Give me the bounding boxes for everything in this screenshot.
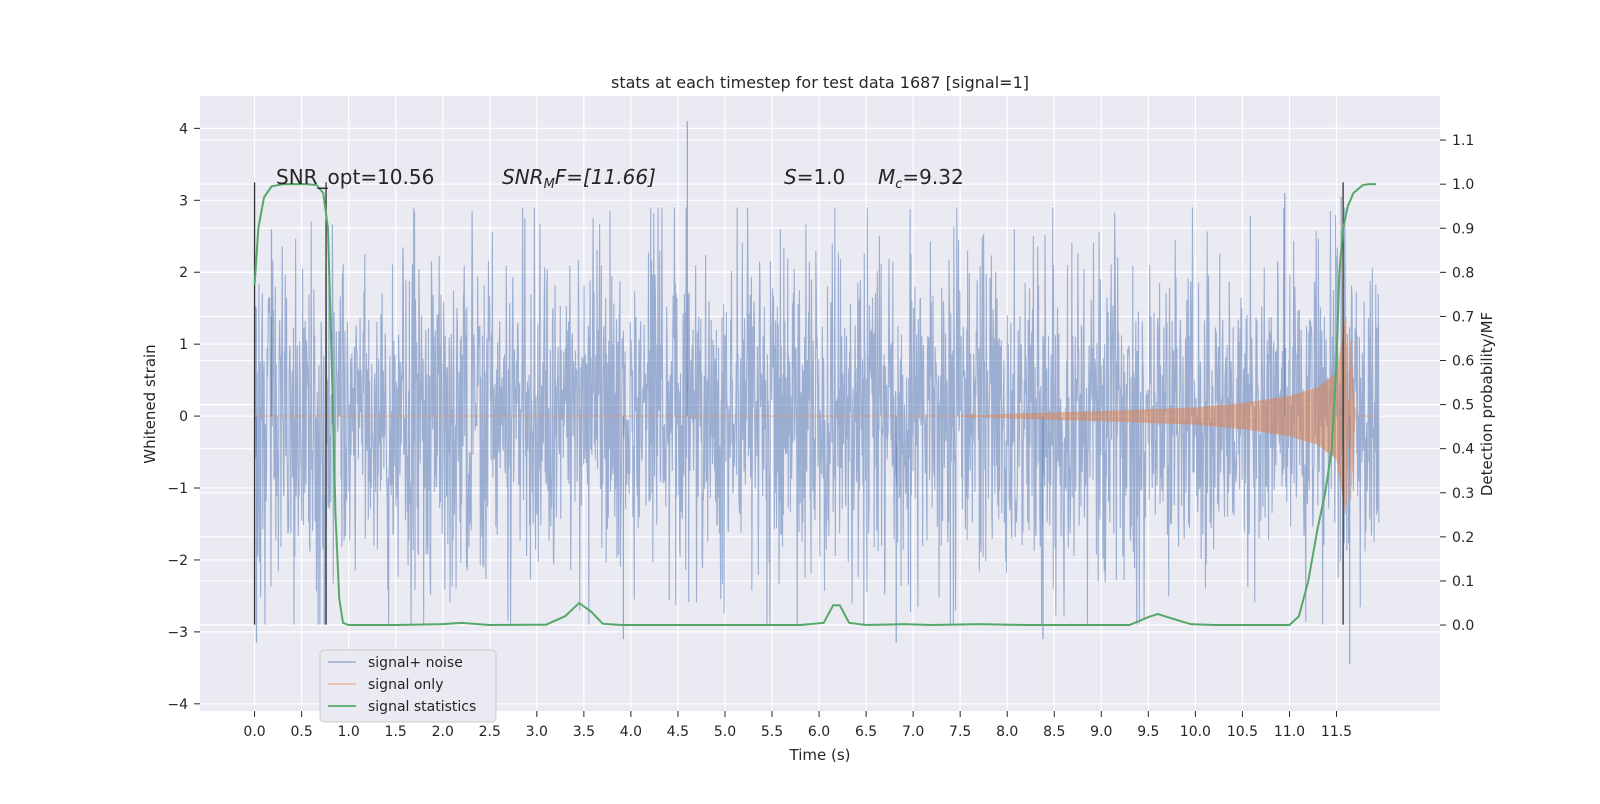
x-tick-label: 8.5 <box>1043 724 1065 740</box>
x-tick-label: 0.0 <box>243 724 265 740</box>
y-axis-left-title: Whitened strain <box>141 344 159 463</box>
axis-ticks: 0.0 0.5 1.0 1.5 2.0 2.5 3.0 3.5 4.0 4.5 5.0 5.5 6.0 6… <box>167 121 1474 740</box>
signal-statistics-series <box>253 183 1377 627</box>
y-left-tick-label: 1 <box>179 337 188 353</box>
y-right-tick-label: 0.1 <box>1452 574 1474 590</box>
statistics-line <box>253 183 1377 627</box>
chart-title: stats at each timestep for test data 168… <box>611 73 1029 92</box>
x-tick-label: 1.5 <box>385 724 407 740</box>
y-axis-right-title: Detection probability/MF <box>1478 312 1496 496</box>
x-tick-label: 9.0 <box>1090 724 1112 740</box>
y-left-tick-label: 3 <box>179 193 188 209</box>
y-right-tick-label: 0.5 <box>1452 398 1474 414</box>
annotation-s: S=1.0 <box>784 165 845 189</box>
annotation-snr-mf: SNRMF=[11.66] <box>502 165 656 192</box>
x-tick-label: 10.5 <box>1227 724 1258 740</box>
x-tick-label: 2.0 <box>432 724 454 740</box>
annotation-s-main: S <box>784 165 797 189</box>
y-left-tick-label: 4 <box>179 121 188 137</box>
annotation-mc-tail: =9.32 <box>902 165 963 189</box>
legend: signal+ noise signal only signal statist… <box>319 649 497 723</box>
annotation-snr-opt: SNR_opt=10.56 <box>276 165 434 189</box>
y-right-tick-label: 0.9 <box>1452 221 1474 237</box>
x-tick-label: 6.5 <box>855 724 877 740</box>
x-tick-label: 9.5 <box>1137 724 1159 740</box>
x-tick-label: 8.0 <box>996 724 1018 740</box>
annotation-mc: Mc=9.32 <box>878 165 964 192</box>
x-tick-label: 0.5 <box>290 724 312 740</box>
y-left-tick-label: −3 <box>167 625 188 641</box>
y-right-tick-label: 0.3 <box>1452 486 1474 502</box>
y-left-tick-label: 2 <box>179 265 188 281</box>
y-right-tick-label: 0.6 <box>1452 354 1474 370</box>
y-left-tick-label: −4 <box>167 697 188 713</box>
x-tick-label: 4.0 <box>620 724 642 740</box>
y-right-tick-label: 1.0 <box>1452 177 1474 193</box>
y-right-tick-label: 0.4 <box>1452 442 1474 458</box>
x-tick-label: 3.5 <box>573 724 595 740</box>
x-tick-label: 7.5 <box>949 724 971 740</box>
signal-only-series <box>254 315 1379 515</box>
y-right-tick-label: 0.7 <box>1452 309 1474 325</box>
x-tick-label: 11.5 <box>1321 724 1352 740</box>
x-tick-label: 5.0 <box>714 724 736 740</box>
noise-line <box>254 207 1380 625</box>
x-tick-label: 3.0 <box>526 724 548 740</box>
vertical-lines <box>253 182 1344 625</box>
y-right-tick-label: 0.2 <box>1452 530 1474 546</box>
annotation-snr-mf-main: SNR <box>502 165 544 189</box>
y-left-tick-label: −2 <box>167 553 188 569</box>
annotation-snr-mf-tail: F=[11.66] <box>555 165 656 189</box>
x-tick-label: 4.5 <box>667 724 689 740</box>
annotation-snr-mf-sub: M <box>544 177 555 192</box>
x-axis-title: Time (s) <box>789 746 851 764</box>
x-tick-label: 5.5 <box>761 724 783 740</box>
y-left-tick-label: −1 <box>167 481 188 497</box>
x-tick-label: 1.0 <box>338 724 360 740</box>
x-tick-label: 2.5 <box>479 724 501 740</box>
legend-label-noise: signal+ noise <box>368 655 463 671</box>
legend-box <box>319 649 497 723</box>
legend-label-signal: signal only <box>368 677 443 693</box>
signal-line <box>254 315 1379 515</box>
annotation-s-tail: =1.0 <box>797 165 846 189</box>
x-tick-label: 7.0 <box>902 724 924 740</box>
y-right-tick-label: 1.1 <box>1452 133 1474 149</box>
x-tick-label: 10.0 <box>1180 724 1211 740</box>
x-tick-label: 6.0 <box>808 724 830 740</box>
y-right-tick-label: 0.0 <box>1452 618 1474 634</box>
annotation-mc-main: M <box>878 165 895 189</box>
y-left-tick-label: 0 <box>179 409 188 425</box>
x-tick-label: 11.0 <box>1274 724 1305 740</box>
annotation-mc-sub: c <box>895 177 902 192</box>
y-right-tick-label: 0.8 <box>1452 265 1474 281</box>
legend-label-stat: signal statistics <box>368 699 476 715</box>
